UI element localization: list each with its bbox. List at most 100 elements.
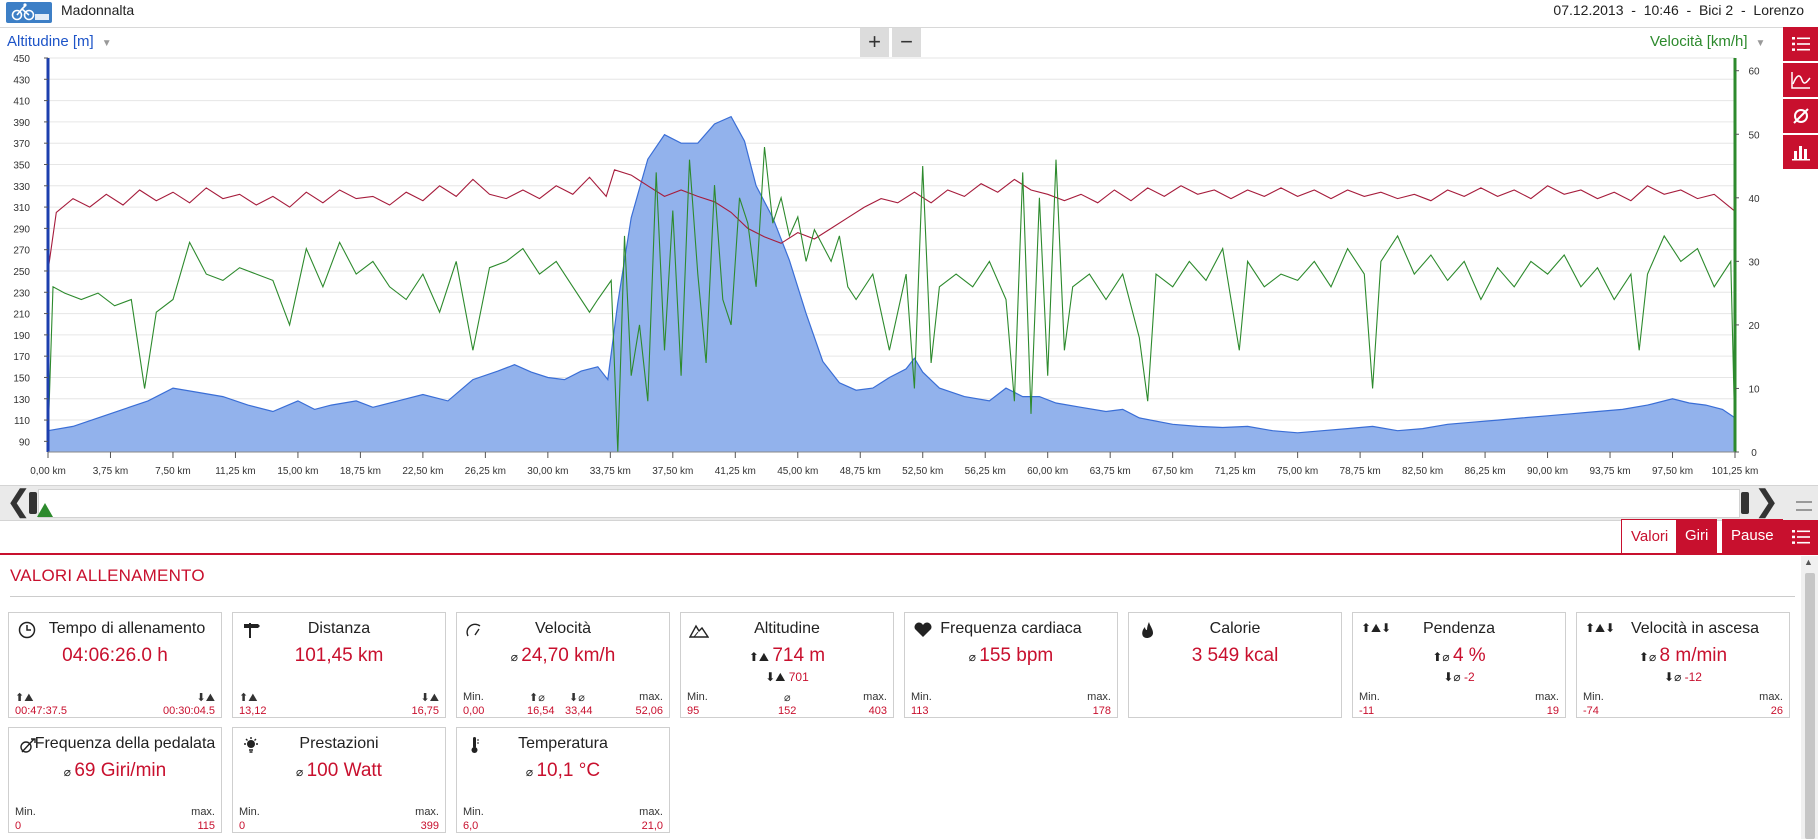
card-heart-rate: Frequenza cardiaca ⌀ 155 bpm Min. max. 1… xyxy=(904,612,1118,718)
min-label: Min. xyxy=(1359,691,1380,703)
avg-descent-speed: -12 xyxy=(1684,670,1702,684)
scroll-right-arrow[interactable]: ❯ xyxy=(1754,485,1780,518)
downhill-icon: ⬇⛰ xyxy=(196,692,215,704)
avg-temperature: 10,1 °C xyxy=(536,760,601,781)
range-track[interactable] xyxy=(38,489,1740,518)
range-navigator: ❮ ❯ xyxy=(0,485,1818,521)
avg-downhill-value: 33,44 xyxy=(565,705,593,717)
left-axis-tick-label: 350 xyxy=(13,160,30,171)
x-axis-ticks: 0,00 km 3,75 km 7,50 km 11,25 km 15,00 km 18,… xyxy=(30,452,1758,477)
chart-axes xyxy=(46,58,1737,453)
bar-chart-button[interactable] xyxy=(1783,135,1818,169)
altitude-area-series xyxy=(47,115,1736,452)
max-label: max. xyxy=(1759,691,1783,703)
card-title: Prestazioni xyxy=(299,735,379,752)
start-marker-icon[interactable] xyxy=(37,503,53,517)
min-label: Min. xyxy=(239,806,260,818)
activity-chart[interactable]: 90 110 130 150 170 190 210 230 250 270 290 310 330 35… xyxy=(0,55,1780,483)
left-axis-tick-label: 190 xyxy=(13,331,30,342)
left-axis-tick-label: 310 xyxy=(13,203,30,214)
thermometer-icon xyxy=(471,737,479,753)
avg-climb-speed: 8 m/min xyxy=(1659,645,1728,666)
min-value: -74 xyxy=(1583,705,1599,717)
ascent-value: 714 m xyxy=(772,645,826,666)
x-axis-tick-label: 101,25 km xyxy=(1712,466,1759,477)
max-value: 19 xyxy=(1546,705,1559,717)
card-title: Pendenza xyxy=(1422,620,1496,637)
card-title: Altitudine xyxy=(754,620,820,637)
x-axis-tick-label: 37,50 km xyxy=(652,466,693,477)
min-value: 0 xyxy=(15,820,22,832)
card-value: 101,45 km xyxy=(294,645,384,666)
left-axis-tick-label: 250 xyxy=(13,267,30,278)
average-button[interactable] xyxy=(1783,99,1818,133)
session-info: 07.12.2013 - 10:46 - Bici 2 - Lorenzo xyxy=(1553,2,1804,18)
zoom-in-button[interactable]: + xyxy=(860,28,889,57)
right-axis-tick-label: 0 xyxy=(1751,448,1757,459)
card-title: Velocità in ascesa xyxy=(1630,620,1760,637)
card-value: ⌀ 24,70 km/h xyxy=(510,645,616,666)
line-chart-button[interactable] xyxy=(1783,63,1818,97)
x-axis-tick-label: 26,25 km xyxy=(465,466,506,477)
x-axis-tick-label: 90,00 km xyxy=(1527,466,1568,477)
max-label: max. xyxy=(639,806,663,818)
x-axis-tick-label: 7,50 km xyxy=(155,466,191,477)
chevron-down-icon: ▼ xyxy=(101,38,112,49)
zoom-out-button[interactable]: − xyxy=(892,28,921,57)
left-axis-tick-label: 130 xyxy=(13,395,30,406)
max-value: 52,06 xyxy=(635,705,663,717)
max-label: max. xyxy=(863,691,887,703)
downhill-time: 00:30:04.5 xyxy=(163,705,215,717)
x-axis-tick-label: 45,00 km xyxy=(777,466,818,477)
avg-speed: 24,70 km/h xyxy=(521,645,616,666)
list-view-button[interactable] xyxy=(1783,27,1818,61)
x-axis-tick-label: 52,50 km xyxy=(902,466,943,477)
scroll-left-arrow[interactable]: ❮ xyxy=(6,485,32,518)
left-axis-tick-label: 410 xyxy=(13,97,30,108)
left-axis-tick-label: 110 xyxy=(14,416,30,427)
descent-speed-row: ⬇⌀ -12 xyxy=(1664,670,1702,684)
card-altitude: Altitudine ⬆⛰ 714 m ⬇⛰ 701 Min. ⌀ max. 9… xyxy=(680,612,894,718)
top-bar: Madonnalta 07.12.2013 - 10:46 - Bici 2 -… xyxy=(0,0,1818,28)
card-title: Velocità xyxy=(534,620,592,637)
card-value: 04:06:26.0 h xyxy=(62,645,168,666)
uphill-time: 00:47:37.5 xyxy=(15,705,67,717)
avg-heart-rate: 155 bpm xyxy=(979,645,1054,666)
card-calories: Calorie 3 549 kcal xyxy=(1128,612,1342,718)
values-menu-button[interactable] xyxy=(1783,520,1818,554)
avg-value: 152 xyxy=(778,705,797,717)
tab-underline xyxy=(0,553,1818,555)
signpost-icon xyxy=(244,623,260,638)
card-title: Frequenza cardiaca xyxy=(940,620,1082,637)
downhill-distance: 16,75 xyxy=(411,705,439,717)
right-axis-tick-label: 50 xyxy=(1748,130,1760,141)
range-start-handle[interactable] xyxy=(29,492,37,514)
app-title: Madonnalta xyxy=(61,2,135,18)
card-climb-speed: ⬆⛰⬇ Velocità in ascesa ⬆⌀ 8 m/min ⬇⌀ -12… xyxy=(1576,612,1790,718)
tab-giri[interactable]: Giri xyxy=(1676,519,1718,554)
x-axis-tick-label: 97,50 km xyxy=(1652,466,1693,477)
max-label: max. xyxy=(1087,691,1111,703)
max-label: max. xyxy=(639,691,663,703)
range-end-handle[interactable] xyxy=(1741,492,1749,514)
tab-pause[interactable]: Pause xyxy=(1722,519,1783,554)
min-label: Min. xyxy=(463,806,484,818)
max-label: max. xyxy=(415,806,439,818)
x-axis-tick-label: 11,25 km xyxy=(215,466,255,477)
max-value: 26 xyxy=(1770,705,1783,717)
heart-rate-line xyxy=(47,169,1736,272)
scrollbar-thumb[interactable] xyxy=(1805,573,1815,839)
max-value: 403 xyxy=(868,705,887,717)
x-axis-tick-label: 78,75 km xyxy=(1340,466,1381,477)
tab-valori[interactable]: Valori xyxy=(1621,519,1679,555)
resize-grip-icon[interactable] xyxy=(1796,501,1812,511)
avg-uphill-value: 16,54 xyxy=(527,705,555,717)
card-value: ⌀ 100 Watt xyxy=(296,760,382,781)
descent-row: ⬇⛰ 701 xyxy=(765,670,809,684)
left-axis-selector[interactable]: Altitudine [m] ▼ xyxy=(7,33,112,50)
right-axis-selector[interactable]: Velocità [km/h] ▼ xyxy=(1650,33,1765,50)
slope-icon: ⬆⛰⬇ xyxy=(1361,621,1392,635)
card-value: ⌀ 69 Giri/min xyxy=(63,760,167,781)
x-axis-tick-label: 30,00 km xyxy=(527,466,568,477)
scroll-up-arrow[interactable]: ▲ xyxy=(1804,557,1813,567)
